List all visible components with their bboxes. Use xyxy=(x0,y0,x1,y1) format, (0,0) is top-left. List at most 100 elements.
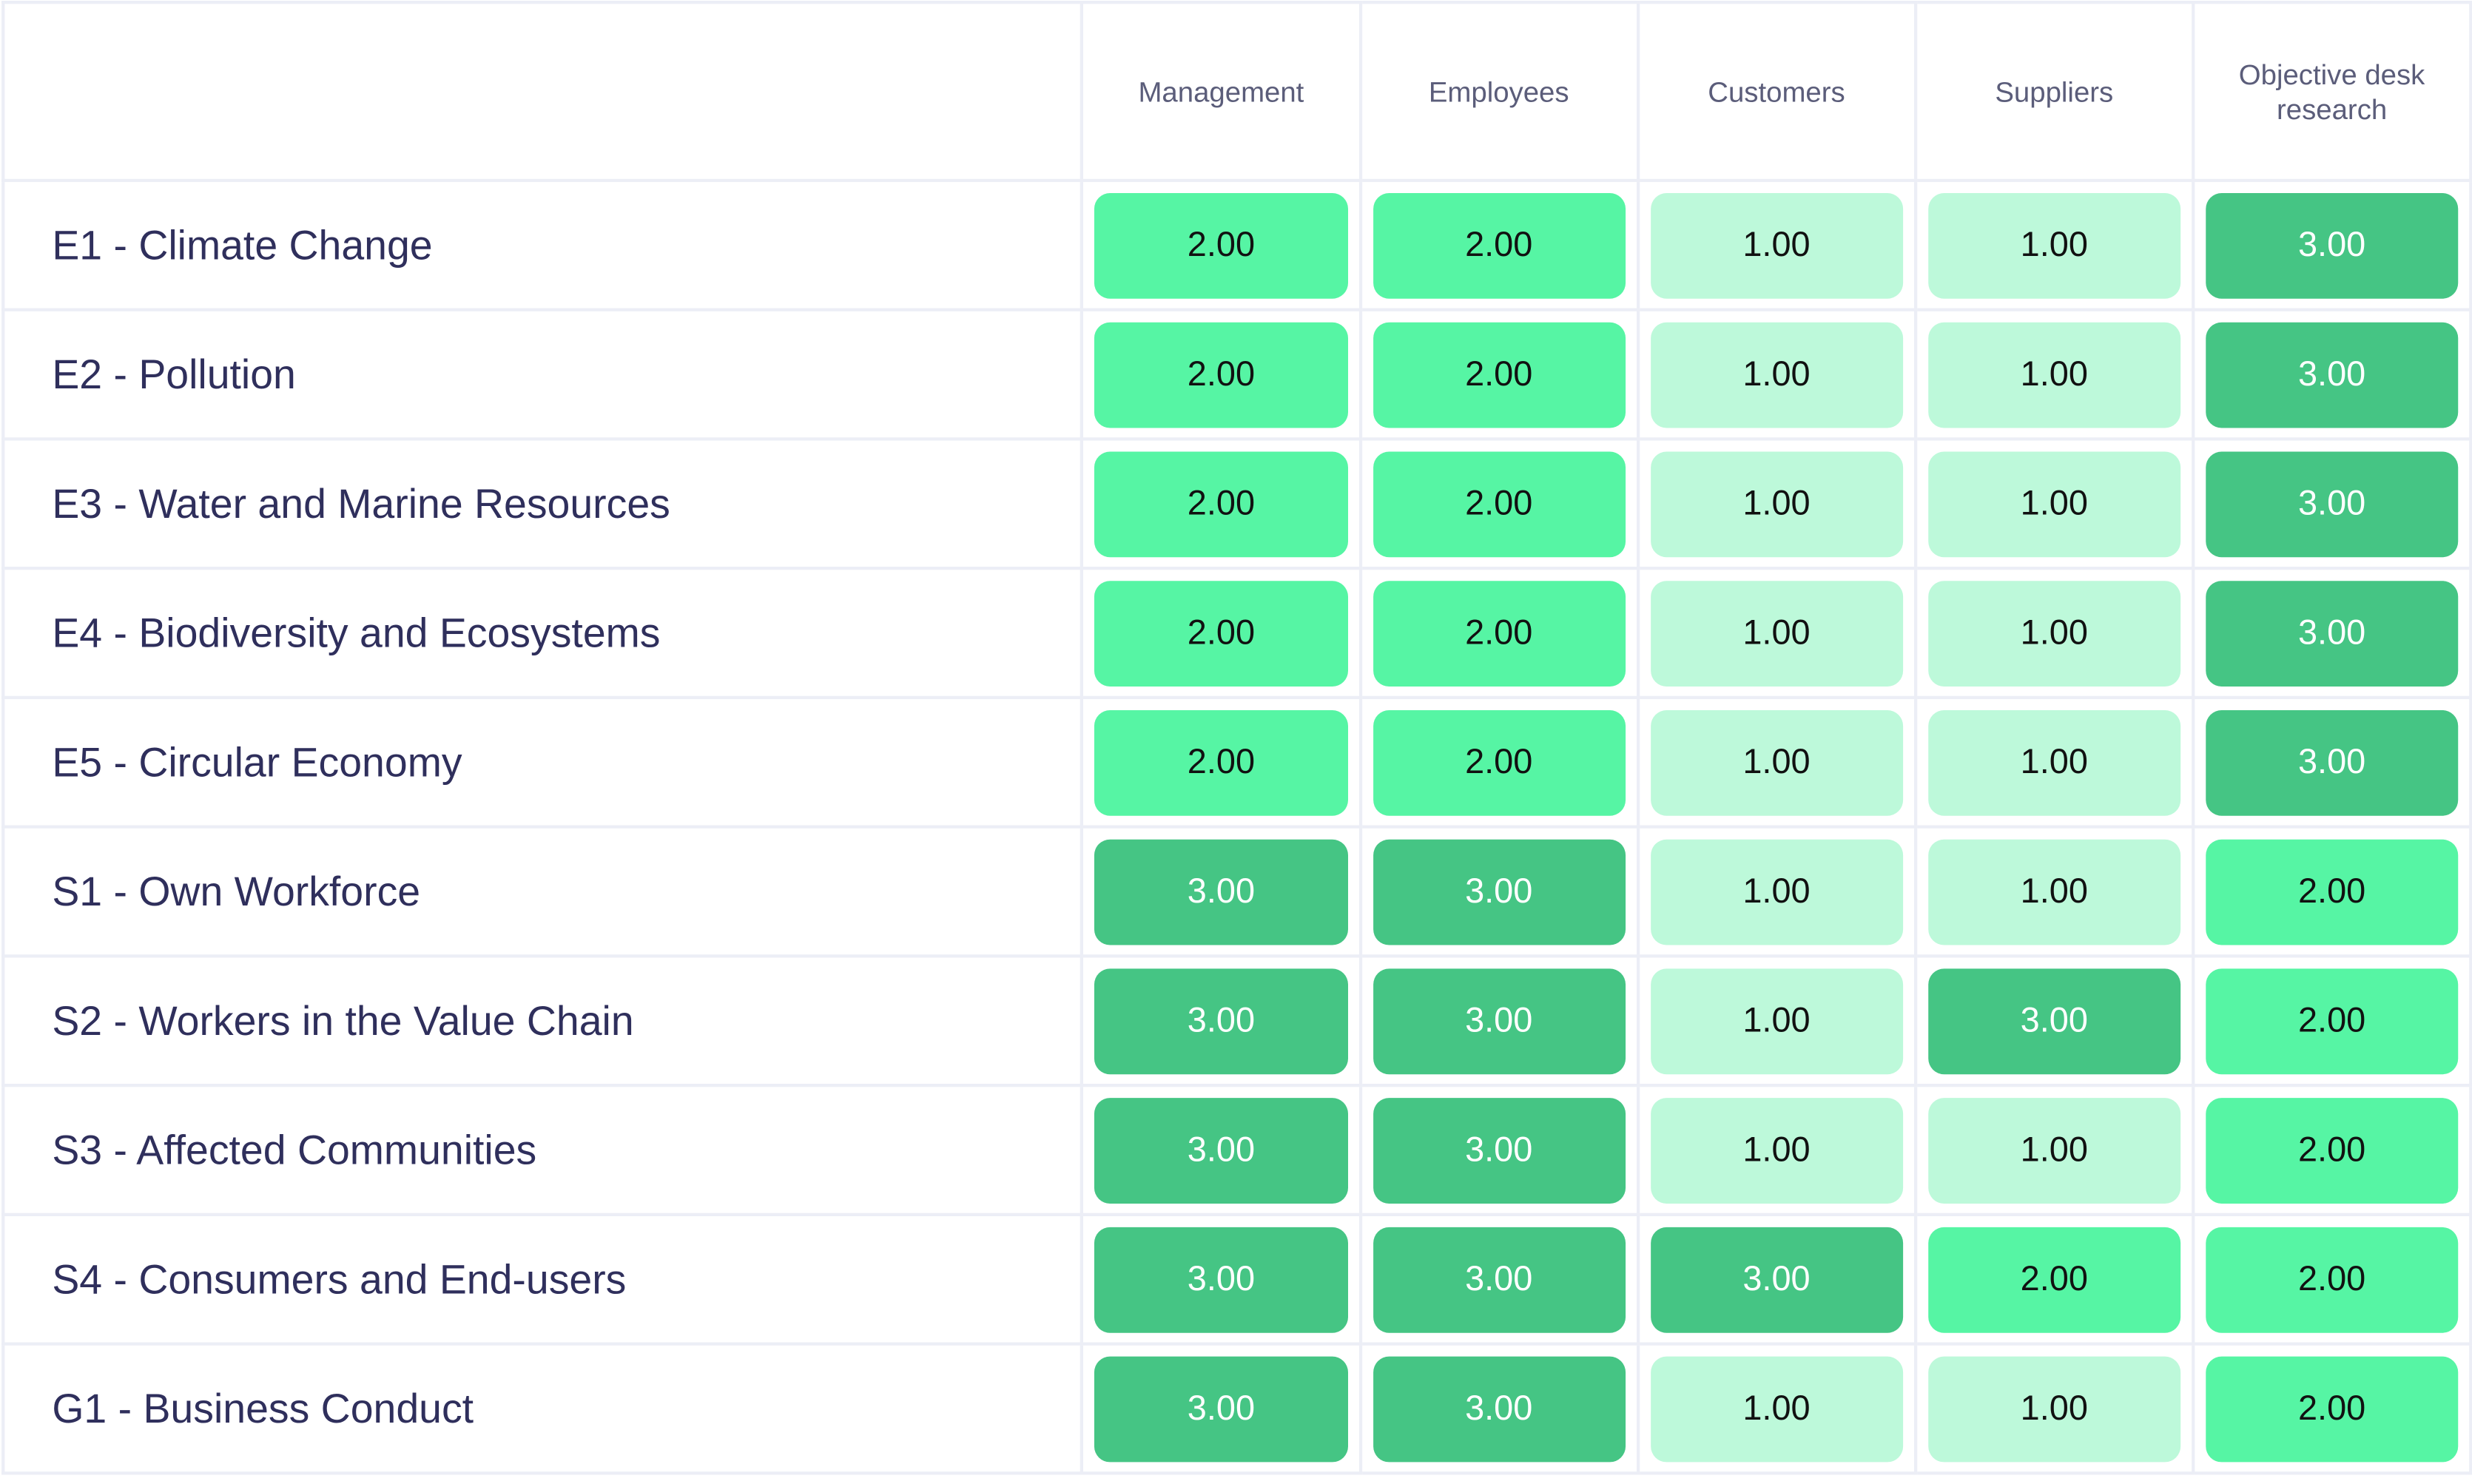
score-cell: 2.00 xyxy=(1913,1213,2195,1346)
score-cell: 1.00 xyxy=(1636,695,1917,829)
header-row: Management Employees Customers Suppliers… xyxy=(1,0,2472,183)
table-row: S4 - Consumers and End-users 3.00 3.00 3.00… xyxy=(1,1213,2472,1346)
column-header-customers: Customers xyxy=(1636,0,1917,183)
score-cell: 2.00 xyxy=(2191,1213,2472,1346)
score-cell: 3.00 xyxy=(2191,695,2472,829)
row-label: E3 - Water and Marine Resources xyxy=(1,437,1084,570)
score-badge: 3.00 xyxy=(2205,709,2459,815)
score-cell: 3.00 xyxy=(1913,954,2195,1087)
score-badge: 1.00 xyxy=(1650,580,1903,686)
score-cell: 3.00 xyxy=(2191,178,2472,311)
row-label: E1 - Climate Change xyxy=(1,178,1084,311)
score-badge: 1.00 xyxy=(1650,968,1903,1074)
score-cell: 3.00 xyxy=(2191,308,2472,441)
score-cell: 2.00 xyxy=(2191,954,2472,1087)
row-label: S4 - Consumers and End-users xyxy=(1,1213,1084,1346)
score-badge: 2.00 xyxy=(2205,1355,2459,1462)
score-cell: 3.00 xyxy=(2191,567,2472,700)
score-badge: 1.00 xyxy=(1650,321,1903,428)
score-badge: 2.00 xyxy=(1094,580,1348,686)
table-row: S3 - Affected Communities 3.00 3.00 1.00 1.0… xyxy=(1,1083,2472,1217)
score-badge: 3.00 xyxy=(1650,1226,1903,1332)
column-header-objective-desk-research: Objective desk research xyxy=(2191,0,2472,183)
score-badge: 1.00 xyxy=(1650,709,1903,815)
score-cell: 2.00 xyxy=(1358,567,1640,700)
score-badge: 1.00 xyxy=(1927,1097,2180,1203)
score-badge: 1.00 xyxy=(1650,838,1903,945)
score-cell: 3.00 xyxy=(1358,825,1640,958)
score-badge: 3.00 xyxy=(2205,192,2459,298)
score-badge: 2.00 xyxy=(1373,451,1626,557)
score-cell: 3.00 xyxy=(1636,1213,1917,1346)
score-cell: 3.00 xyxy=(1358,1083,1640,1217)
score-badge: 3.00 xyxy=(1094,838,1348,945)
score-badge: 1.00 xyxy=(1927,1355,2180,1462)
score-badge: 3.00 xyxy=(1373,1097,1626,1203)
score-cell: 1.00 xyxy=(1636,825,1917,958)
row-label: G1 - Business Conduct xyxy=(1,1342,1084,1475)
score-cell: 2.00 xyxy=(1358,178,1640,311)
column-header-management: Management xyxy=(1080,0,1362,183)
row-label: S3 - Affected Communities xyxy=(1,1083,1084,1217)
column-header-suppliers: Suppliers xyxy=(1913,0,2195,183)
score-badge: 2.00 xyxy=(1373,709,1626,815)
row-label: E5 - Circular Economy xyxy=(1,695,1084,829)
row-label: S2 - Workers in the Value Chain xyxy=(1,954,1084,1087)
score-cell: 3.00 xyxy=(1080,825,1362,958)
score-cell: 3.00 xyxy=(1080,1342,1362,1475)
table-row: E5 - Circular Economy 2.00 2.00 1.00 1.00 3.0… xyxy=(1,695,2472,829)
score-cell: 3.00 xyxy=(1080,1083,1362,1217)
score-badge: 2.00 xyxy=(1373,192,1626,298)
table-row: E1 - Climate Change 2.00 2.00 1.00 1.00 3.00 xyxy=(1,178,2472,311)
score-cell: 1.00 xyxy=(1913,1342,2195,1475)
score-badge: 3.00 xyxy=(2205,321,2459,428)
score-badge: 3.00 xyxy=(1373,838,1626,945)
score-badge: 2.00 xyxy=(1094,709,1348,815)
score-cell: 3.00 xyxy=(1358,954,1640,1087)
score-badge: 1.00 xyxy=(1927,838,2180,945)
score-cell: 1.00 xyxy=(1636,1342,1917,1475)
score-badge: 2.00 xyxy=(1373,321,1626,428)
score-cell: 3.00 xyxy=(2191,437,2472,570)
score-cell: 2.00 xyxy=(2191,825,2472,958)
table-row: S1 - Own Workforce 3.00 3.00 1.00 1.00 2.00 xyxy=(1,825,2472,958)
score-cell: 2.00 xyxy=(1358,437,1640,570)
score-cell: 3.00 xyxy=(1358,1213,1640,1346)
score-cell: 2.00 xyxy=(2191,1083,2472,1217)
score-badge: 1.00 xyxy=(1927,451,2180,557)
score-cell: 1.00 xyxy=(1636,567,1917,700)
score-badge: 3.00 xyxy=(2205,580,2459,686)
score-badge: 1.00 xyxy=(1650,1355,1903,1462)
score-cell: 1.00 xyxy=(1636,178,1917,311)
score-cell: 1.00 xyxy=(1913,695,2195,829)
score-badge: 1.00 xyxy=(1927,192,2180,298)
score-cell: 3.00 xyxy=(1358,1342,1640,1475)
score-cell: 2.00 xyxy=(1080,437,1362,570)
table-row: E2 - Pollution 2.00 2.00 1.00 1.00 3.00 xyxy=(1,308,2472,441)
score-badge: 3.00 xyxy=(1094,1226,1348,1332)
score-badge: 1.00 xyxy=(1650,451,1903,557)
score-cell: 1.00 xyxy=(1913,178,2195,311)
score-cell: 3.00 xyxy=(1080,954,1362,1087)
score-cell: 2.00 xyxy=(1080,567,1362,700)
score-cell: 1.00 xyxy=(1636,1083,1917,1217)
score-badge: 2.00 xyxy=(2205,968,2459,1074)
score-badge: 1.00 xyxy=(1650,1097,1903,1203)
score-cell: 1.00 xyxy=(1913,825,2195,958)
table-row: E3 - Water and Marine Resources 2.00 2.00 1… xyxy=(1,437,2472,570)
table-row: G1 - Business Conduct 3.00 3.00 1.00 1.00 2.0… xyxy=(1,1342,2472,1475)
score-badge: 2.00 xyxy=(1094,321,1348,428)
score-cell: 1.00 xyxy=(1913,1083,2195,1217)
score-badge: 1.00 xyxy=(1927,709,2180,815)
score-cell: 1.00 xyxy=(1636,437,1917,570)
score-badge: 1.00 xyxy=(1927,580,2180,686)
score-badge: 3.00 xyxy=(1373,968,1626,1074)
score-badge: 1.00 xyxy=(1927,321,2180,428)
column-header-employees: Employees xyxy=(1358,0,1640,183)
score-cell: 3.00 xyxy=(1080,1213,1362,1346)
score-badge: 3.00 xyxy=(1373,1355,1626,1462)
score-badge: 2.00 xyxy=(1373,580,1626,686)
score-cell: 2.00 xyxy=(1080,178,1362,311)
